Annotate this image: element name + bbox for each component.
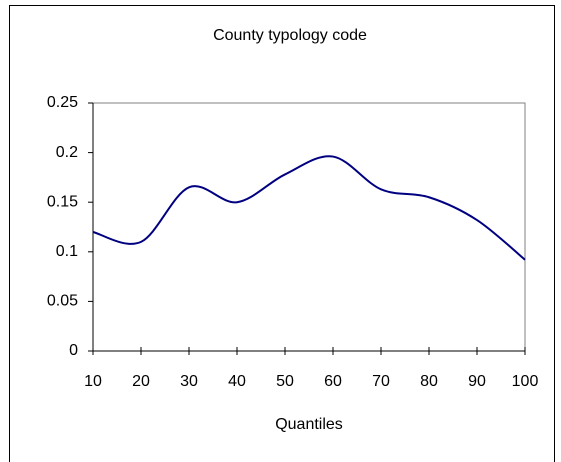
x-tick-label: 20: [132, 373, 150, 390]
line-series: [92, 155, 526, 261]
x-axis-label: Quantiles: [275, 416, 343, 433]
x-tick-label: 50: [276, 373, 294, 390]
chart-title: County typology code: [213, 27, 367, 44]
y-tick-label: 0.15: [47, 193, 78, 210]
x-tick-label: 60: [324, 373, 342, 390]
y-tick-label: 0.1: [56, 243, 78, 260]
x-tick-label: 90: [468, 373, 486, 390]
x-tick-label: 80: [420, 373, 438, 390]
x-tick-label: 30: [180, 373, 198, 390]
x-tick-label: 100: [512, 373, 539, 390]
y-tick-label: 0.25: [47, 94, 78, 111]
y-tick-label: 0.2: [56, 144, 78, 161]
chart-frame: [9, 5, 555, 462]
x-tick-label: 10: [84, 373, 102, 390]
y-tick-label: 0: [69, 342, 78, 359]
y-tick-label: 0.05: [47, 293, 78, 310]
x-tick-label: 40: [228, 373, 246, 390]
x-tick-label: 70: [372, 373, 390, 390]
